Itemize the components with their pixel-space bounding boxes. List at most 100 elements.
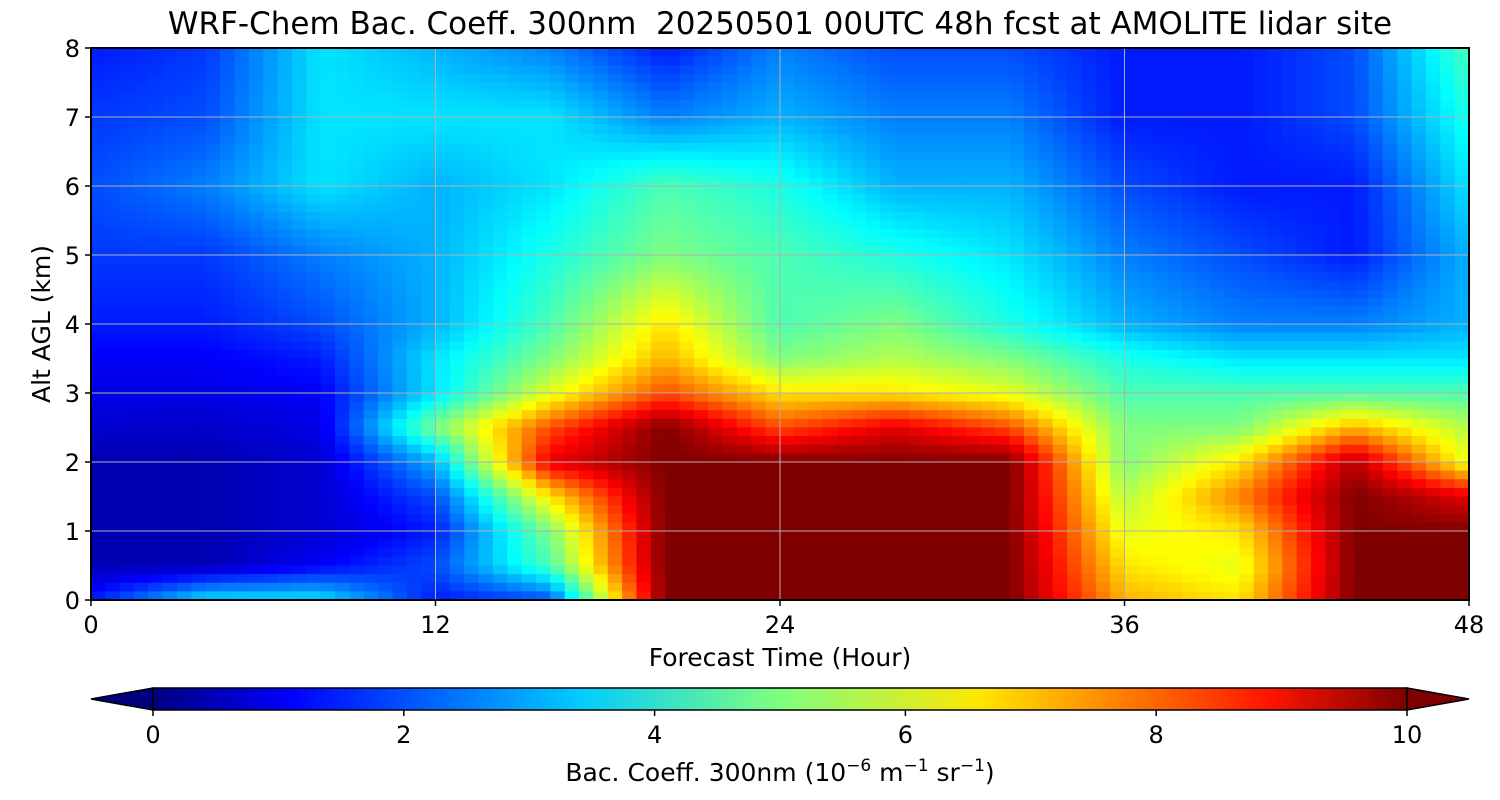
heatmap-cell [1024, 134, 1039, 144]
heatmap-cell [1167, 462, 1183, 472]
heatmap-cell [837, 142, 853, 153]
heatmap-cell [851, 341, 867, 351]
heatmap-cell [679, 427, 695, 437]
heatmap-cell [535, 280, 551, 291]
heatmap-cell [823, 341, 839, 351]
heatmap-cell [909, 82, 925, 92]
heatmap-cell [794, 151, 810, 161]
heatmap-cell [866, 298, 882, 308]
heatmap-cell [320, 462, 336, 472]
heatmap-cell [277, 410, 293, 420]
heatmap-cell [1454, 263, 1469, 273]
heatmap-cell [1224, 479, 1240, 489]
heatmap-cell [823, 453, 839, 463]
heatmap-cell [263, 108, 279, 118]
heatmap-cell [751, 341, 767, 351]
heatmap-cell [1311, 280, 1327, 291]
heatmap-cell [449, 427, 465, 437]
heatmap-cell [148, 255, 164, 265]
heatmap-cell [421, 48, 437, 58]
heatmap-cell [708, 177, 724, 187]
heatmap-cell [550, 470, 566, 480]
heatmap-cell [679, 160, 695, 170]
heatmap-cell [851, 479, 867, 489]
heatmap-cell [550, 306, 566, 316]
heatmap-cell [665, 324, 681, 334]
heatmap-cell [1454, 168, 1469, 178]
heatmap-cell [1282, 487, 1298, 498]
heatmap-cell [521, 306, 537, 316]
heatmap-cell [263, 436, 279, 446]
heatmap-cell [851, 99, 867, 109]
heatmap-cell [363, 401, 379, 411]
heatmap-cell [966, 324, 982, 334]
heatmap-cell [248, 168, 264, 178]
heatmap-cell [1024, 367, 1039, 377]
heatmap-cell [1167, 410, 1183, 420]
heatmap-cell [1440, 470, 1456, 480]
heatmap-cell [1368, 453, 1384, 463]
heatmap-cell [693, 306, 709, 316]
heatmap-cell [1382, 99, 1398, 109]
heatmap-cell [866, 220, 882, 230]
heatmap-cell [177, 203, 193, 213]
heatmap-cell [607, 341, 623, 351]
heatmap-cell [291, 151, 307, 161]
heatmap-cell [966, 410, 982, 420]
heatmap-cell [980, 263, 996, 273]
heatmap-cell [722, 332, 738, 342]
heatmap-cell [980, 384, 996, 394]
heatmap-cell [191, 211, 207, 222]
heatmap-cell [134, 444, 150, 454]
heatmap-cell [205, 56, 221, 66]
heatmap-cell [1124, 427, 1140, 437]
heatmap-cell [665, 108, 681, 118]
heatmap-cell [1009, 375, 1025, 385]
heatmap-cell [808, 462, 824, 472]
heatmap-cell [191, 487, 207, 498]
heatmap-cell [1224, 462, 1240, 472]
heatmap-cell [1224, 134, 1240, 144]
heatmap-cell [435, 375, 451, 385]
heatmap-cell [995, 487, 1011, 498]
heatmap-cell [851, 194, 867, 204]
heatmap-cell [205, 324, 221, 334]
heatmap-cell [923, 117, 939, 127]
heatmap-cell [392, 272, 408, 282]
heatmap-cell [1368, 462, 1384, 472]
heatmap-cell [1268, 436, 1283, 446]
heatmap-cell [306, 306, 322, 316]
heatmap-cell [1368, 48, 1384, 58]
heatmap-cell [894, 255, 910, 265]
heatmap-cell [1411, 384, 1427, 394]
heatmap-cell [579, 280, 594, 291]
heatmap-cell [794, 99, 810, 109]
heatmap-cell [363, 142, 379, 153]
heatmap-cell [1325, 229, 1341, 239]
heatmap-cell [378, 56, 394, 66]
heatmap-cell [923, 220, 939, 230]
heatmap-cell [119, 367, 135, 377]
heatmap-cell [435, 444, 451, 454]
heatmap-cell [406, 82, 422, 92]
heatmap-cell [478, 453, 494, 463]
heatmap-cell [1196, 341, 1212, 351]
heatmap-cell [349, 418, 365, 429]
heatmap-cell [535, 151, 551, 161]
heatmap-cell [306, 203, 322, 213]
heatmap-cell [966, 246, 982, 256]
heatmap-cell [220, 65, 236, 75]
heatmap-cell [593, 65, 609, 75]
heatmap-cell [478, 134, 494, 144]
heatmap-cell [1382, 186, 1398, 196]
heatmap-cell [248, 246, 264, 256]
heatmap-cell [593, 125, 609, 135]
heatmap-cell [1311, 65, 1327, 75]
heatmap-cell [507, 487, 523, 498]
heatmap-cell [1024, 349, 1039, 360]
heatmap-cell [349, 332, 365, 342]
heatmap-cell [995, 134, 1011, 144]
heatmap-cell [449, 470, 465, 480]
heatmap-cell [550, 280, 566, 291]
heatmap-cell [1339, 220, 1355, 230]
